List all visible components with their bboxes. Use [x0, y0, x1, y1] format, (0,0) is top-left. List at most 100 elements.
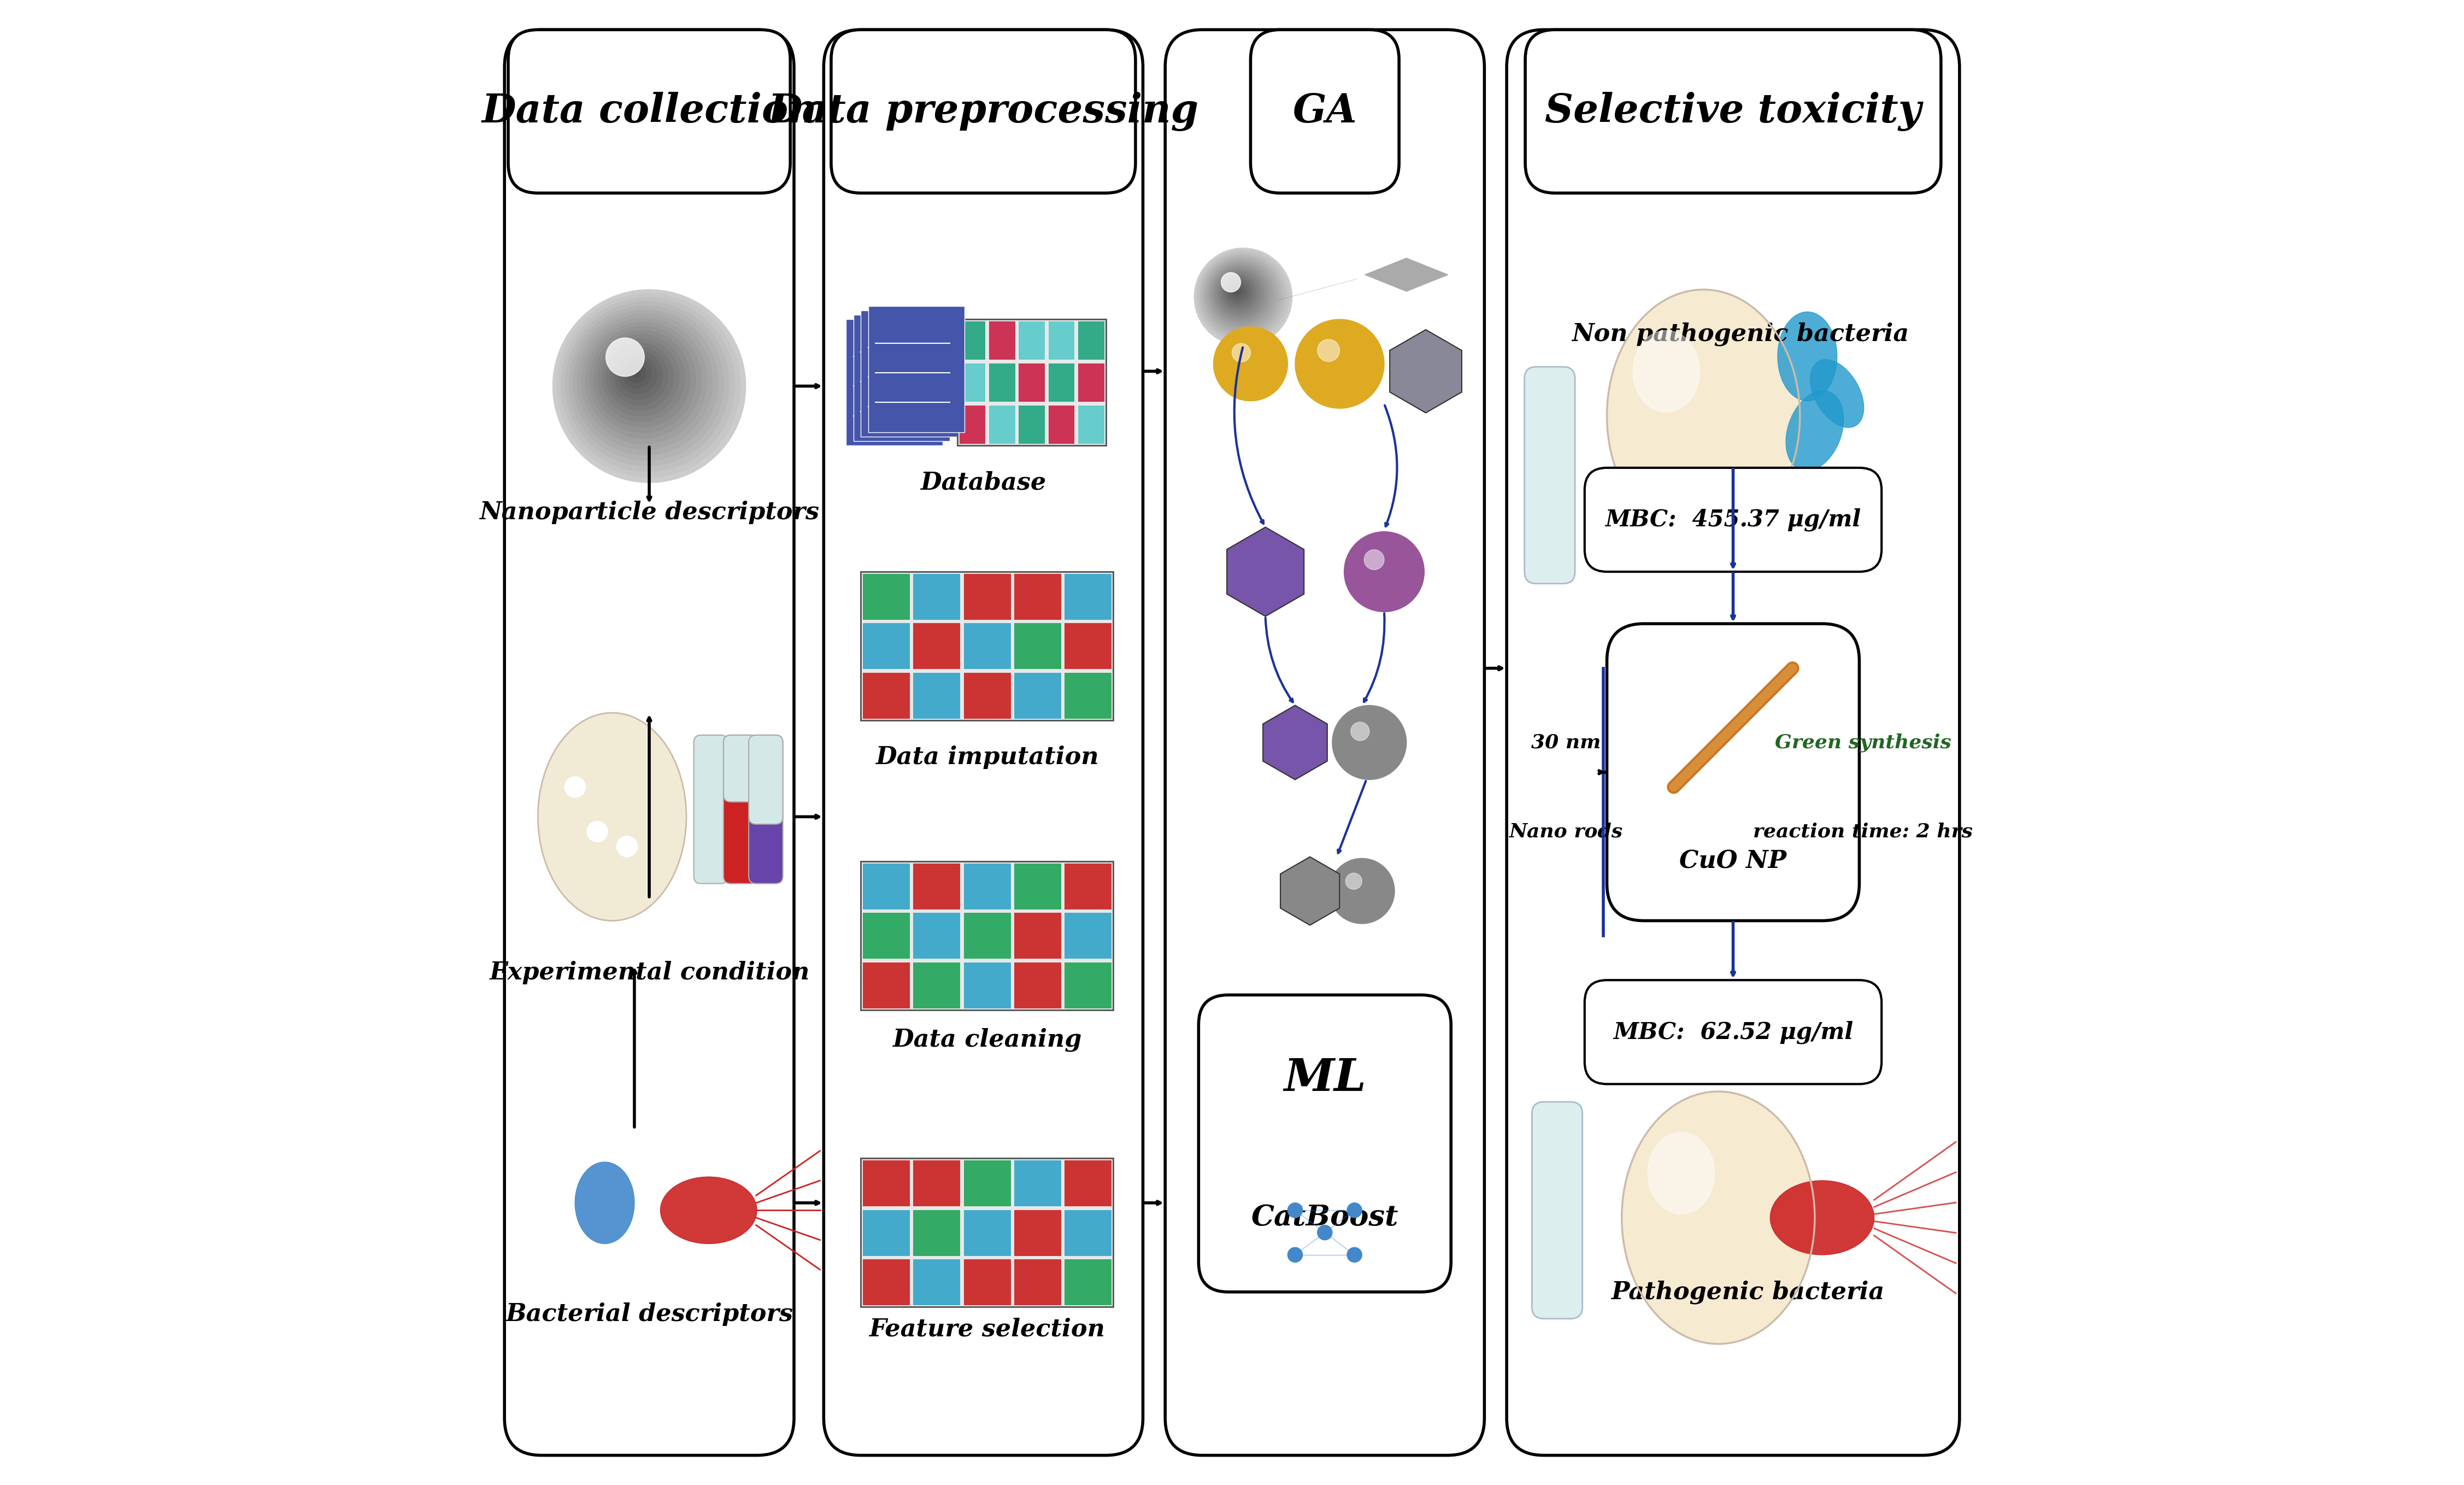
- Bar: [862, 1209, 909, 1256]
- Circle shape: [1225, 279, 1249, 304]
- Bar: [1018, 405, 1045, 444]
- Circle shape: [1318, 1225, 1333, 1240]
- Bar: [860, 861, 1114, 1010]
- Bar: [963, 962, 1010, 1008]
- Circle shape: [1200, 254, 1284, 337]
- Bar: [1047, 321, 1074, 359]
- Text: Data preprocessing: Data preprocessing: [769, 92, 1198, 131]
- Text: Experimental condition: Experimental condition: [488, 961, 811, 985]
- Bar: [1064, 863, 1111, 909]
- Bar: [963, 1259, 1010, 1305]
- Circle shape: [601, 339, 680, 416]
- Bar: [860, 1158, 1114, 1307]
- Ellipse shape: [1769, 1181, 1875, 1255]
- Bar: [860, 1158, 1114, 1307]
- Circle shape: [562, 298, 734, 472]
- Circle shape: [1205, 258, 1279, 333]
- Circle shape: [626, 364, 646, 383]
- Circle shape: [1222, 272, 1242, 293]
- Bar: [860, 861, 1114, 1010]
- Circle shape: [557, 294, 739, 477]
- Bar: [1064, 573, 1111, 619]
- Bar: [963, 622, 1010, 670]
- Polygon shape: [1227, 527, 1303, 616]
- Circle shape: [1215, 269, 1264, 318]
- Bar: [963, 912, 1010, 959]
- Bar: [862, 622, 909, 670]
- Bar: [1077, 362, 1104, 402]
- FancyBboxPatch shape: [823, 30, 1143, 1455]
- Circle shape: [623, 359, 650, 388]
- Bar: [1013, 1160, 1062, 1206]
- Circle shape: [1210, 263, 1271, 327]
- Ellipse shape: [574, 1161, 633, 1244]
- Text: MBC:  455.37 μg/ml: MBC: 455.37 μg/ml: [1604, 508, 1860, 532]
- Bar: [1013, 962, 1062, 1008]
- Bar: [912, 912, 961, 959]
- Ellipse shape: [1607, 290, 1799, 542]
- Circle shape: [1227, 281, 1247, 301]
- Text: Green synthesis: Green synthesis: [1774, 734, 1951, 751]
- Circle shape: [1350, 722, 1370, 741]
- Ellipse shape: [1648, 1133, 1715, 1215]
- Ellipse shape: [1777, 312, 1838, 401]
- Circle shape: [1212, 267, 1266, 321]
- Circle shape: [631, 367, 641, 377]
- Bar: [1047, 362, 1074, 402]
- Circle shape: [1232, 285, 1242, 296]
- Bar: [912, 1259, 961, 1305]
- Bar: [853, 315, 951, 441]
- Bar: [862, 962, 909, 1008]
- FancyBboxPatch shape: [1198, 995, 1451, 1292]
- Ellipse shape: [1621, 1091, 1816, 1344]
- Bar: [958, 405, 986, 444]
- Bar: [860, 310, 958, 437]
- Circle shape: [1289, 1203, 1303, 1218]
- Circle shape: [1328, 858, 1395, 924]
- Bar: [1013, 863, 1062, 909]
- Bar: [963, 1209, 1010, 1256]
- Circle shape: [611, 347, 668, 405]
- FancyBboxPatch shape: [1525, 367, 1574, 584]
- Bar: [963, 863, 1010, 909]
- Circle shape: [606, 343, 673, 410]
- Text: Bacterial descriptors: Bacterial descriptors: [505, 1302, 793, 1326]
- Ellipse shape: [1811, 359, 1863, 428]
- FancyBboxPatch shape: [1584, 468, 1882, 572]
- Circle shape: [552, 290, 747, 483]
- Bar: [1018, 362, 1045, 402]
- Text: Non pathogenic bacteria: Non pathogenic bacteria: [1572, 322, 1910, 346]
- Bar: [958, 319, 1106, 446]
- Bar: [963, 573, 1010, 619]
- Bar: [1064, 1160, 1111, 1206]
- Circle shape: [589, 327, 695, 432]
- Polygon shape: [1365, 258, 1449, 291]
- Bar: [1013, 622, 1062, 670]
- Ellipse shape: [537, 713, 687, 921]
- Circle shape: [1202, 257, 1281, 334]
- Bar: [958, 319, 1106, 446]
- Circle shape: [586, 322, 702, 438]
- FancyBboxPatch shape: [1252, 30, 1400, 193]
- Bar: [845, 319, 941, 446]
- FancyBboxPatch shape: [724, 735, 756, 884]
- Bar: [860, 572, 1114, 720]
- Polygon shape: [1390, 330, 1461, 413]
- Bar: [912, 622, 961, 670]
- Bar: [912, 863, 961, 909]
- Text: Data cleaning: Data cleaning: [892, 1028, 1082, 1051]
- Bar: [912, 962, 961, 1008]
- Bar: [912, 673, 961, 719]
- Text: Nano rods: Nano rods: [1508, 823, 1624, 841]
- Text: ML: ML: [1284, 1056, 1365, 1100]
- Bar: [1013, 573, 1062, 619]
- Circle shape: [1210, 264, 1269, 324]
- Bar: [963, 1160, 1010, 1206]
- Polygon shape: [1281, 857, 1340, 925]
- Circle shape: [594, 331, 690, 428]
- Bar: [1013, 1209, 1062, 1256]
- FancyBboxPatch shape: [749, 735, 784, 824]
- Bar: [862, 573, 909, 619]
- Bar: [1064, 962, 1111, 1008]
- Text: Feature selection: Feature selection: [870, 1317, 1104, 1341]
